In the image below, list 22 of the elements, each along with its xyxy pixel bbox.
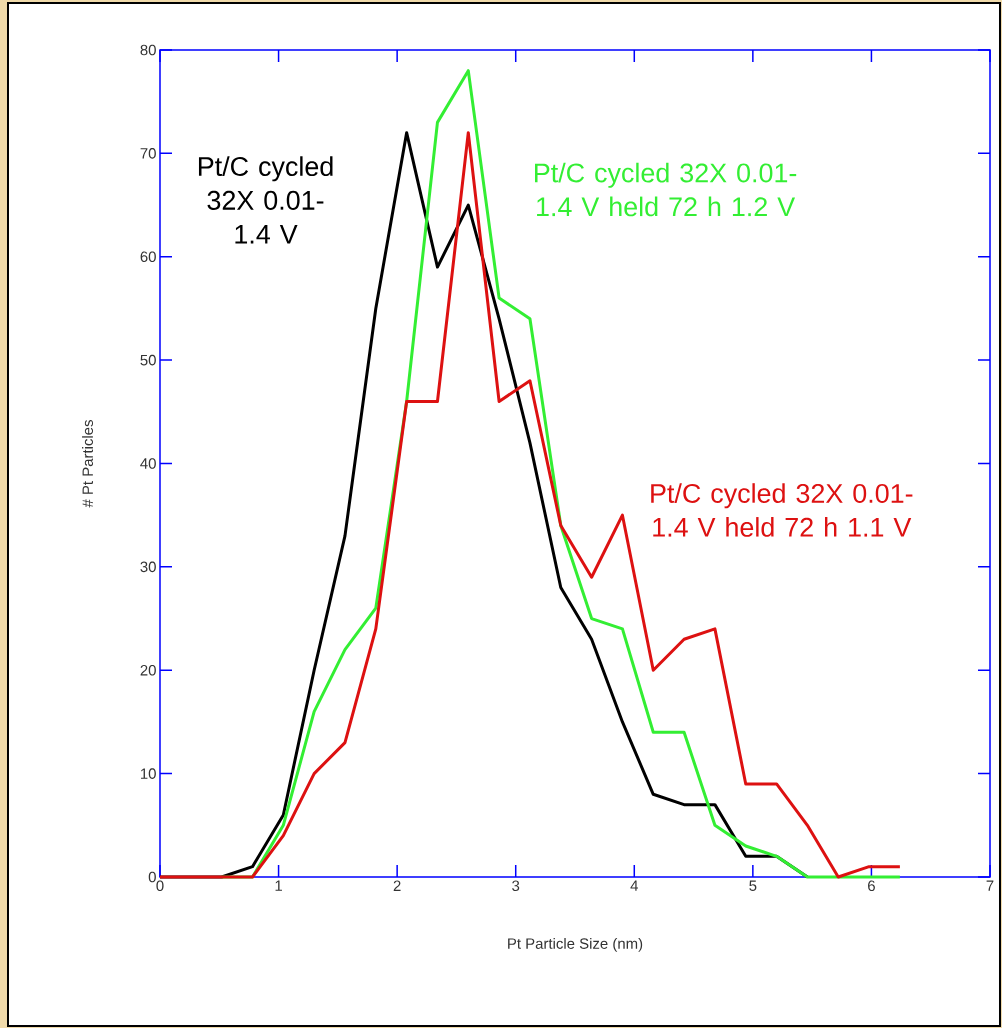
y-axis-title: # Pt Particles [82, 420, 94, 508]
y-tick-label: 70 [140, 148, 156, 159]
x-tick-label: 1 [275, 880, 282, 891]
x-tick-label: 4 [630, 880, 639, 891]
x-tick-label: 7 [986, 880, 994, 891]
x-axis-title: Pt Particle Size (nm) [508, 937, 643, 952]
y-tick-label: 0 [148, 871, 156, 883]
x-tick-label: 6 [868, 880, 875, 892]
y-tick-label: 10 [141, 768, 156, 779]
y-tick-label: 20 [140, 664, 156, 676]
x-tick-label: 3 [512, 880, 520, 892]
text: Pt/C cycled 32X 0.01-1.4 V [198, 156, 333, 244]
series-label: Pt/C cycled 32X 0.01-1.4 V held 72 h 1.1 V [651, 483, 913, 537]
y-tick-label: 50 [140, 354, 156, 366]
y-tick-label: 40 [140, 458, 156, 469]
series-label: Pt/C cycled 32X 0.01-1.4 V held 72 h 1.2 V [535, 162, 797, 217]
y-tick-label: 80 [140, 44, 156, 56]
x-tick-label: 5 [749, 880, 757, 891]
y-tick-label: 30 [140, 561, 156, 573]
x-tick-label: 0 [156, 880, 164, 892]
x-tick-label: 2 [393, 880, 401, 891]
y-tick-label: 60 [140, 251, 156, 263]
